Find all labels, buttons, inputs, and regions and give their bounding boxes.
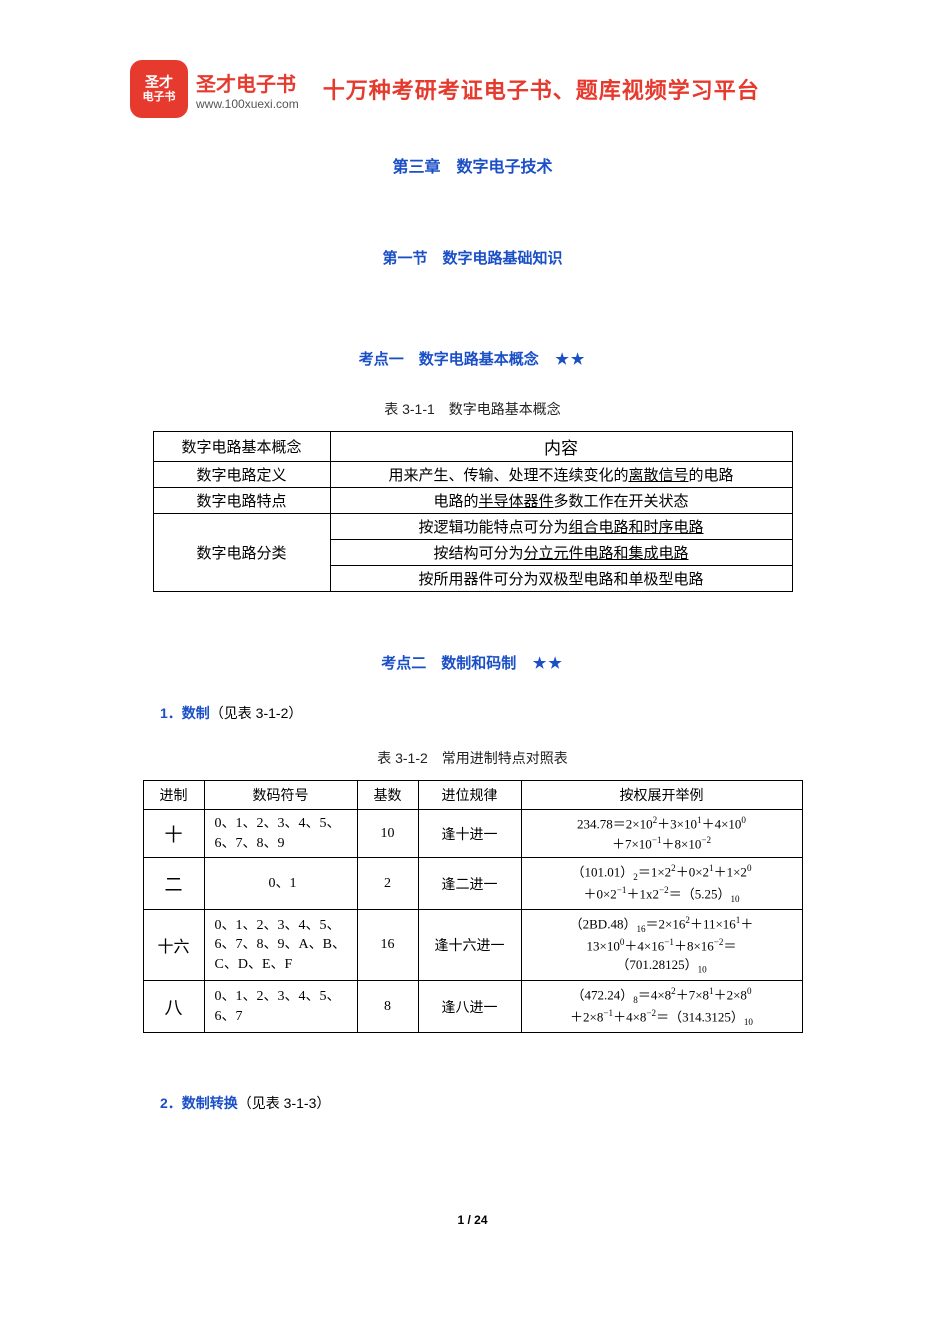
sub2-label: 数制转换 xyxy=(182,1095,238,1111)
t2-h3: 基数 xyxy=(357,781,418,810)
point1-title-text: 考点一 数字电路基本概念 xyxy=(359,351,539,368)
t1-r3c2a: 按逻辑功能特点可分为组合电路和时序电路 xyxy=(330,514,792,540)
table-row: 数字电路特点 电路的半导体器件多数工作在开关状态 xyxy=(153,488,792,514)
t2-h5: 按权展开举例 xyxy=(521,781,802,810)
table-row: 进制 数码符号 基数 进位规律 按权展开举例 xyxy=(143,781,802,810)
table-row: 十六 0、1、2、3、4、5、6、7、8、9、A、B、C、D、E、F 16 逢十… xyxy=(143,910,802,980)
t2-r2-sym: 0、1 xyxy=(204,858,357,910)
t2-r1-ex: 234.78＝2×102＋3×101＋4×100＋7×10−1＋8×10−2 xyxy=(521,810,802,858)
t2-r4-sym: 0、1、2、3、4、5、6、7 xyxy=(204,980,357,1032)
table1-caption: 表 3-1-1 数字电路基本概念 xyxy=(130,399,815,419)
t2-r1-radix: 10 xyxy=(357,810,418,858)
logo-badge: 圣才 电子书 xyxy=(130,60,188,118)
chapter-title: 第三章 数字电子技术 xyxy=(130,153,815,177)
t1-r1c1: 数字电路定义 xyxy=(153,462,330,488)
sub2-note: （见表 3-1-3） xyxy=(238,1095,331,1111)
t1-r3c2b: 按结构可分为分立元件电路和集成电路 xyxy=(330,540,792,566)
t2-r1-rule: 逢十进一 xyxy=(418,810,521,858)
t1-h2: 内容 xyxy=(330,432,792,462)
t1-r3c2c: 按所用器件可分为双极型电路和单极型电路 xyxy=(330,566,792,592)
t2-r4-base: 八 xyxy=(143,980,204,1032)
sub-1: 1．数制（见表 3-1-2） xyxy=(160,703,815,723)
point1-title: 考点一 数字电路基本概念 ★★ xyxy=(130,348,815,369)
logo-line2: 电子书 xyxy=(143,91,176,103)
point2-title: 考点二 数制和码制 ★★ xyxy=(130,652,815,673)
t2-r3-radix: 16 xyxy=(357,910,418,980)
t1-r2c2: 电路的半导体器件多数工作在开关状态 xyxy=(330,488,792,514)
brand-name: 圣才电子书 xyxy=(196,68,299,97)
page-number: 1 / 24 xyxy=(130,1213,815,1227)
table2-caption: 表 3-1-2 常用进制特点对照表 xyxy=(130,748,815,768)
t2-r1-base: 十 xyxy=(143,810,204,858)
t2-r3-rule: 逢十六进一 xyxy=(418,910,521,980)
t1-r3c1: 数字电路分类 xyxy=(153,514,330,592)
t2-r4-rule: 逢八进一 xyxy=(418,980,521,1032)
sub1-label: 数制 xyxy=(182,705,210,721)
table-3-1-2: 进制 数码符号 基数 进位规律 按权展开举例 十 0、1、2、3、4、5、6、7… xyxy=(143,780,803,1033)
t2-r3-sym: 0、1、2、3、4、5、6、7、8、9、A、B、C、D、E、F xyxy=(204,910,357,980)
header-title: 十万种考研考证电子书、题库视频学习平台 xyxy=(323,73,760,105)
t2-r4-radix: 8 xyxy=(357,980,418,1032)
table-row: 数字电路基本概念 内容 xyxy=(153,432,792,462)
t2-r4-ex: （472.24）8＝4×82＋7×81＋2×80＋2×8−1＋4×8−2＝（31… xyxy=(521,980,802,1032)
t1-r2c1: 数字电路特点 xyxy=(153,488,330,514)
t2-r2-base: 二 xyxy=(143,858,204,910)
table-row: 数字电路定义 用来产生、传输、处理不连续变化的离散信号的电路 xyxy=(153,462,792,488)
t2-r2-ex: （101.01）2＝1×22＋0×21＋1×20＋0×2−1＋1x2−2＝（5.… xyxy=(521,858,802,910)
t2-r2-radix: 2 xyxy=(357,858,418,910)
t2-r3-ex: （2BD.48）16＝2×162＋11×161＋13×100＋4×16−1＋8×… xyxy=(521,910,802,980)
t1-r1c2: 用来产生、传输、处理不连续变化的离散信号的电路 xyxy=(330,462,792,488)
table-row: 二 0、1 2 逢二进一 （101.01）2＝1×22＋0×21＋1×20＋0×… xyxy=(143,858,802,910)
point2-title-text: 考点二 数制和码制 xyxy=(381,655,516,672)
t2-r1-sym: 0、1、2、3、4、5、6、7、8、9 xyxy=(204,810,357,858)
t1-h1: 数字电路基本概念 xyxy=(153,432,330,462)
sub1-num: 1． xyxy=(160,705,182,721)
table-3-1-1: 数字电路基本概念 内容 数字电路定义 用来产生、传输、处理不连续变化的离散信号的… xyxy=(153,431,793,592)
sub2-num: 2． xyxy=(160,1095,182,1111)
section-title: 第一节 数字电路基础知识 xyxy=(130,247,815,268)
point1-stars: ★★ xyxy=(555,351,586,368)
t2-r3-base: 十六 xyxy=(143,910,204,980)
t2-r2-rule: 逢二进一 xyxy=(418,858,521,910)
t2-h4: 进位规律 xyxy=(418,781,521,810)
brand-url: www.100xuexi.com xyxy=(196,97,299,111)
t2-h2: 数码符号 xyxy=(204,781,357,810)
brand-block: 圣才电子书 www.100xuexi.com xyxy=(196,68,299,111)
table-row: 十 0、1、2、3、4、5、6、7、8、9 10 逢十进一 234.78＝2×1… xyxy=(143,810,802,858)
point2-stars: ★★ xyxy=(533,655,564,672)
sub-2: 2．数制转换（见表 3-1-3） xyxy=(160,1093,815,1113)
t2-h1: 进制 xyxy=(143,781,204,810)
page-header: 圣才 电子书 圣才电子书 www.100xuexi.com 十万种考研考证电子书… xyxy=(130,60,815,118)
table-row: 八 0、1、2、3、4、5、6、7 8 逢八进一 （472.24）8＝4×82＋… xyxy=(143,980,802,1032)
logo-line1: 圣才 xyxy=(145,75,173,90)
table-row: 数字电路分类 按逻辑功能特点可分为组合电路和时序电路 xyxy=(153,514,792,540)
sub1-note: （见表 3-1-2） xyxy=(210,705,303,721)
